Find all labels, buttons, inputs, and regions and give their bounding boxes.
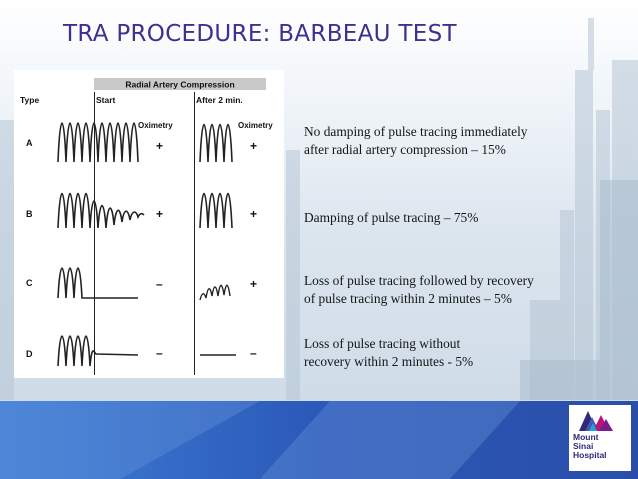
- tracing-a-after: [199, 124, 233, 163]
- tracing-a-start: [57, 122, 139, 163]
- row-b-after-sign: +: [250, 207, 257, 221]
- tracing-c-start: [57, 267, 138, 299]
- logo-wordmark: Mount Sinai Hospital: [573, 433, 607, 459]
- tracing-d-start: [57, 335, 139, 367]
- row-a-start-sign: +: [156, 139, 163, 153]
- tracing-b-start: [57, 192, 145, 229]
- row-type-c: C: [26, 278, 33, 288]
- figure-banner: [94, 78, 266, 90]
- row-d-start-sign: –: [156, 346, 163, 360]
- row-c-start-sign: –: [156, 277, 163, 291]
- description-type-c: Loss of pulse tracing followed by recove…: [304, 272, 534, 308]
- row-c-after-sign: +: [250, 277, 257, 291]
- description-a-line1: No damping of pulse tracing immediately: [304, 124, 528, 139]
- description-c-line1: Loss of pulse tracing followed by recove…: [304, 273, 534, 288]
- mount-sinai-logo-icon: [579, 411, 613, 431]
- row-b-start-sign: +: [156, 207, 163, 221]
- description-b-line1: Damping of pulse tracing – 75%: [304, 210, 479, 225]
- logo-line1: Mount: [573, 432, 599, 442]
- row-a-after-sign: +: [250, 139, 257, 153]
- row-type-a: A: [26, 138, 33, 148]
- after-header: After 2 min.: [196, 95, 243, 105]
- row-type-d: D: [26, 349, 33, 359]
- description-d-line2: recovery within 2 minutes - 5%: [304, 354, 474, 369]
- oximetry-label-start: Oximetry: [138, 121, 173, 130]
- barbeau-test-figure: Radial Artery Compression Type Start Aft…: [14, 70, 284, 378]
- tracing-b-after: [199, 192, 233, 229]
- slide-title: TRA PROCEDURE: BARBEAU TEST: [63, 21, 457, 47]
- description-type-b: Damping of pulse tracing – 75%: [304, 209, 478, 227]
- description-a-line2: after radial artery compression – 15%: [304, 142, 506, 157]
- tracing-c-after: [199, 284, 231, 301]
- description-d-line1: Loss of pulse tracing without: [304, 336, 461, 351]
- description-type-a: No damping of pulse tracing immediately …: [304, 123, 528, 159]
- oximetry-label-after: Oximetry: [238, 121, 273, 130]
- description-c-line2: of pulse tracing within 2 minutes – 5%: [304, 291, 512, 306]
- logo-line2: Sinai: [573, 440, 594, 451]
- row-d-after-sign: –: [250, 346, 257, 360]
- type-header: Type: [20, 95, 39, 105]
- logo-line3: Hospital: [573, 449, 607, 460]
- description-type-d: Loss of pulse tracing without recovery w…: [304, 335, 473, 371]
- start-header: Start: [96, 95, 116, 105]
- row-type-b: B: [26, 209, 33, 219]
- figure-banner-label: Radial Artery Compression: [125, 80, 234, 90]
- mount-sinai-logo: Mount Sinai Hospital: [569, 405, 631, 471]
